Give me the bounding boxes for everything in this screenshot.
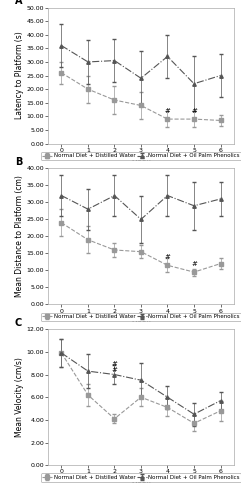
Legend: Normal Diet + Distilled Water, Normal Diet + Oil Palm Phenolics: Normal Diet + Distilled Water, Normal Di… xyxy=(41,312,241,321)
Text: #: # xyxy=(165,254,170,260)
Text: A: A xyxy=(15,0,22,6)
Text: #: # xyxy=(165,108,170,114)
Text: #: # xyxy=(191,261,197,267)
Y-axis label: Mean Velocity (cm/s): Mean Velocity (cm/s) xyxy=(15,358,24,437)
Y-axis label: Latency to Platform (s): Latency to Platform (s) xyxy=(15,32,24,120)
Text: #: # xyxy=(112,360,117,366)
X-axis label: Week: Week xyxy=(131,476,151,485)
X-axis label: Week: Week xyxy=(131,315,151,324)
X-axis label: Week: Week xyxy=(131,154,151,163)
Text: C: C xyxy=(15,318,22,328)
Y-axis label: Mean Distance to Platform (cm): Mean Distance to Platform (cm) xyxy=(15,176,24,298)
Legend: Normal Diet + Distilled Water, Normal Diet + Oil Palm Phenolics: Normal Diet + Distilled Water, Normal Di… xyxy=(41,152,241,160)
Legend: Normal Diet + Distilled Water, Normal Diet + Oil Palm Phenolics: Normal Diet + Distilled Water, Normal Di… xyxy=(41,474,241,482)
Text: #: # xyxy=(112,368,117,374)
Text: B: B xyxy=(15,157,22,167)
Text: #: # xyxy=(191,108,197,114)
